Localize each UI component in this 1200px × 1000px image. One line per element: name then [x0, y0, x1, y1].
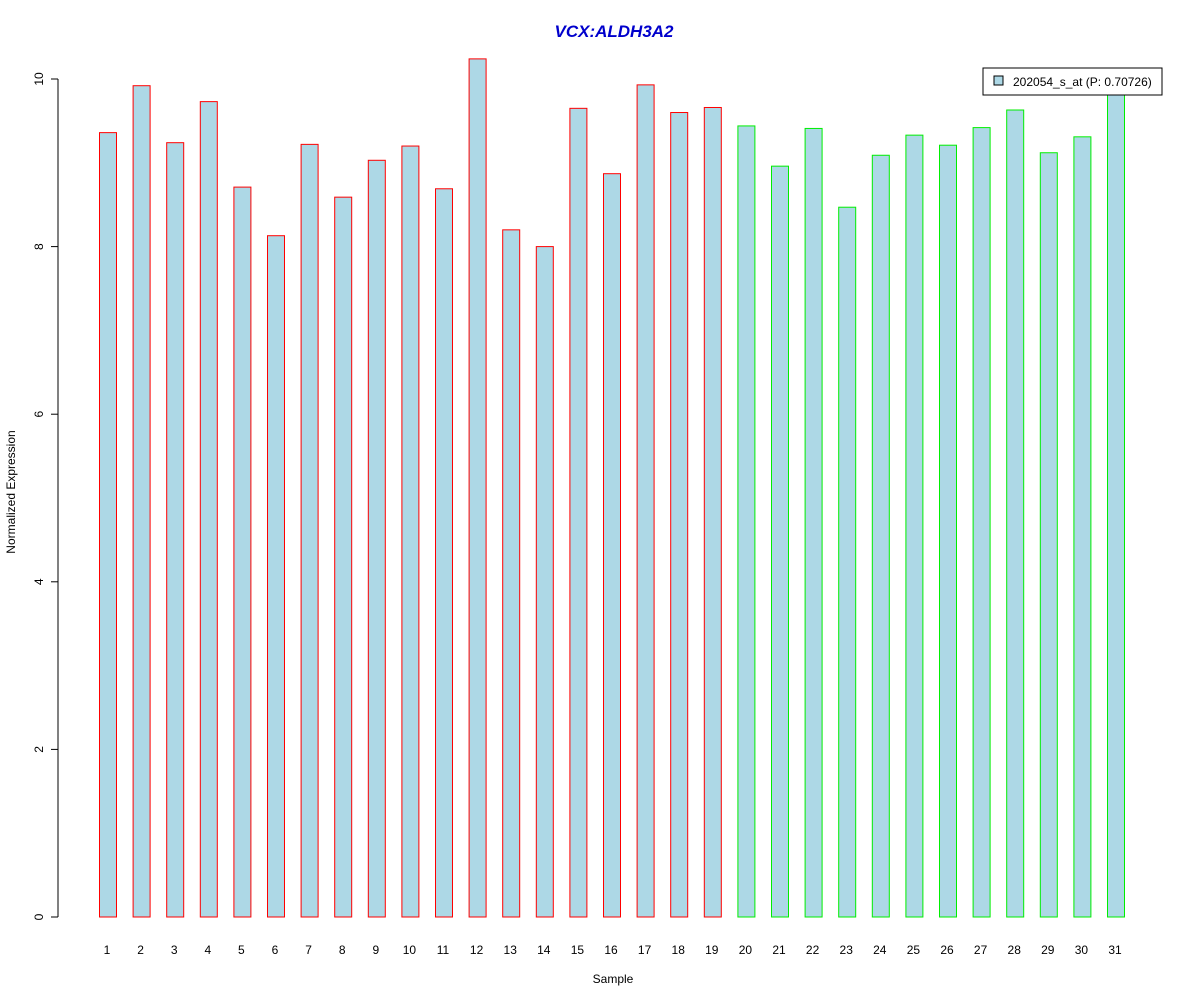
bar [166, 142, 185, 918]
y-tick-label: 8 [32, 243, 46, 250]
x-tick-label: 30 [1075, 943, 1089, 957]
bar [670, 112, 689, 918]
legend-swatch [993, 75, 1004, 86]
bar [267, 235, 285, 918]
bar [1006, 109, 1025, 918]
bar [771, 165, 789, 918]
x-tick-label: 23 [840, 943, 854, 957]
bar [636, 84, 655, 918]
x-tick-label: 21 [772, 943, 786, 957]
bar [1107, 91, 1125, 918]
x-tick-label: 27 [974, 943, 988, 957]
y-tick-label: 4 [32, 578, 46, 585]
bar [99, 132, 117, 918]
x-tick-label: 24 [873, 943, 887, 957]
bar [502, 229, 521, 918]
bar [535, 246, 554, 918]
x-axis-label: Sample [593, 972, 634, 986]
bar [435, 188, 453, 918]
bar [804, 127, 823, 918]
x-tick-label: 25 [907, 943, 921, 957]
chart-title: VCX:ALDH3A2 [554, 22, 674, 41]
x-tick-label: 4 [204, 943, 211, 957]
bar [233, 186, 252, 918]
x-tick-label: 15 [571, 943, 585, 957]
x-tick-label: 13 [504, 943, 518, 957]
x-tick-label: 6 [272, 943, 279, 957]
bar [468, 58, 487, 918]
x-tick-label: 8 [339, 943, 346, 957]
x-tick-label: 2 [137, 943, 144, 957]
bar [199, 101, 218, 918]
y-tick-label: 2 [32, 746, 46, 753]
bar [367, 159, 386, 918]
bar [737, 125, 756, 918]
x-tick-label: 20 [739, 943, 753, 957]
y-tick-label: 0 [32, 913, 46, 920]
legend-box [982, 67, 1163, 96]
bar [300, 143, 319, 918]
y-tick-label: 6 [32, 411, 46, 418]
x-tick-label: 1 [104, 943, 111, 957]
bar [603, 173, 621, 918]
bar [1073, 136, 1092, 918]
x-tick-label: 18 [672, 943, 686, 957]
x-tick-label: 17 [638, 943, 652, 957]
bar [905, 134, 924, 918]
bar [334, 196, 353, 918]
bar [569, 107, 588, 918]
x-tick-label: 22 [806, 943, 820, 957]
bar [703, 106, 722, 918]
x-tick-label: 7 [305, 943, 312, 957]
bar [132, 85, 151, 918]
x-tick-label: 11 [437, 943, 450, 957]
x-tick-label: 10 [403, 943, 417, 957]
bar [871, 154, 890, 918]
bar [401, 145, 420, 918]
x-tick-label: 16 [604, 943, 618, 957]
x-tick-label: 19 [705, 943, 719, 957]
x-tick-label: 3 [171, 943, 178, 957]
x-tick-label: 12 [470, 943, 484, 957]
x-tick-label: 29 [1041, 943, 1055, 957]
legend-label: 202054_s_at (P: 0.70726) [1013, 75, 1152, 89]
bar [838, 206, 857, 918]
y-tick-label: 10 [32, 72, 46, 86]
x-tick-label: 28 [1008, 943, 1022, 957]
y-axis: 0 2 4 6 8 10 [32, 72, 59, 920]
bar [972, 127, 991, 918]
x-tick-label: 9 [372, 943, 379, 957]
x-tick-label: 14 [537, 943, 551, 957]
legend: 202054_s_at (P: 0.70726) [982, 67, 1163, 96]
bar [939, 144, 957, 918]
y-axis-label: Normalized Expression [4, 430, 18, 553]
x-axis-ticks: 1 2 3 4 5 6 7 8 9 10 11 12 13 14 15 16 17 18 19 20 21 22 23 24 2… [104, 943, 1122, 957]
x-tick-label: 26 [940, 943, 954, 957]
bars-group [99, 58, 1125, 918]
bar [1039, 152, 1058, 918]
x-tick-label: 31 [1108, 943, 1122, 957]
x-tick-label: 5 [238, 943, 245, 957]
